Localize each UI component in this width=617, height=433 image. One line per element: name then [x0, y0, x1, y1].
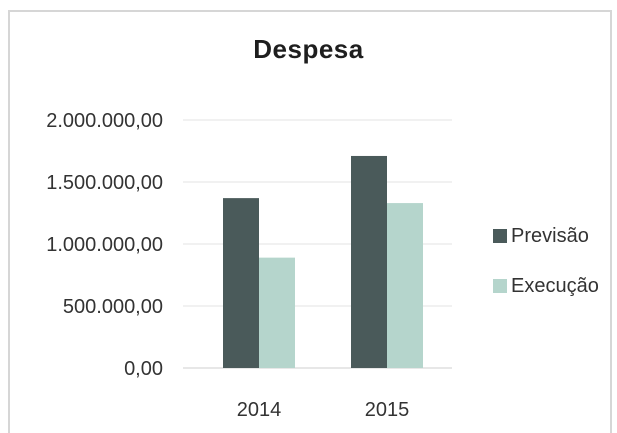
legend-swatch: [493, 279, 507, 293]
bar-2014-execucao: [259, 257, 295, 368]
y-tick-label: 2.000.000,00: [46, 110, 163, 132]
y-axis-tick-labels: 0,00 500.000,00 1.000.000,00 1.500.000,00 2.…: [46, 110, 163, 380]
y-tick-label: 0,00: [124, 358, 163, 380]
bar-2015-previsao: [351, 155, 387, 368]
y-tick-label: 1.000.000,00: [46, 234, 163, 256]
x-tick-label: 2015: [365, 399, 410, 421]
bar-2014-previsao: [223, 198, 259, 368]
legend-swatch: [493, 229, 507, 243]
x-axis-tick-labels: 2014 2015: [237, 399, 410, 421]
chart-title: Despesa: [253, 34, 364, 64]
bars: [223, 155, 423, 368]
legend-label: Previsão: [511, 225, 589, 247]
legend: Previsão Execução: [493, 225, 599, 297]
bar-2015-execucao: [387, 203, 423, 368]
chart-frame: [8, 10, 612, 433]
y-tick-label: 1.500.000,00: [46, 172, 163, 194]
legend-label: Execução: [511, 275, 599, 297]
y-tick-label: 500.000,00: [63, 296, 163, 318]
x-tick-label: 2014: [237, 399, 282, 421]
